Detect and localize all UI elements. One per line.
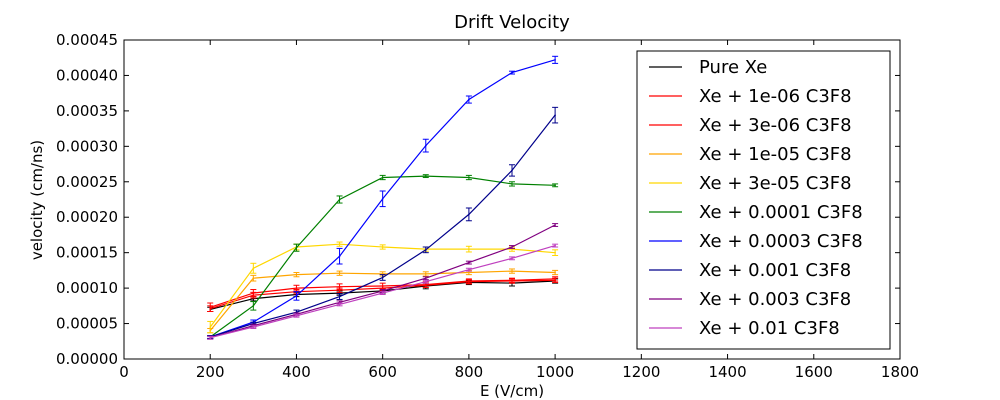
y-tick-label: 0.00035: [56, 102, 118, 120]
y-tick-label: 0.00000: [56, 350, 118, 368]
y-tick-label: 0.00025: [56, 173, 118, 191]
legend-entry: Xe + 0.003 C3F8: [699, 289, 851, 310]
data-point: [338, 303, 341, 306]
x-tick-label: 1800: [881, 363, 919, 381]
x-tick-label: 1600: [795, 363, 833, 381]
chart-title: Drift Velocity: [454, 12, 570, 33]
data-point: [209, 336, 212, 339]
data-point: [511, 257, 513, 260]
data-point: [295, 273, 298, 276]
data-point: [511, 246, 513, 248]
x-tick-label: 1200: [622, 363, 660, 381]
data-point: [554, 114, 556, 116]
data-point: [381, 197, 384, 200]
legend-entry: Xe + 1e-05 C3F8: [699, 144, 852, 165]
x-tick-label: 1400: [708, 363, 746, 381]
x-tick-label: 200: [196, 363, 225, 381]
legend: Pure Xe Xe + 1e-06 C3F8 Xe + 3e-06 C3F8 Xe …: [636, 50, 891, 350]
legend-entry: Xe + 0.01 C3F8: [699, 318, 840, 339]
y-tick-label: 0.00005: [56, 315, 118, 333]
y-axis-label: velocity (cm/ns): [28, 140, 46, 260]
data-point: [468, 268, 470, 271]
data-point: [424, 273, 427, 275]
legend-entry: Pure Xe: [699, 57, 767, 78]
data-point: [424, 144, 427, 147]
data-point: [338, 285, 341, 288]
data-point: [468, 261, 470, 264]
data-point: [381, 292, 384, 294]
data-point: [554, 271, 556, 274]
data-point: [209, 326, 212, 328]
data-point: [338, 243, 341, 245]
data-point: [338, 272, 341, 275]
data-point: [424, 277, 427, 279]
data-point: [511, 279, 513, 282]
data-point: [554, 251, 556, 254]
data-point: [338, 255, 341, 258]
data-point: [511, 169, 513, 172]
data-point: [424, 280, 427, 283]
series-3: [207, 268, 559, 334]
data-point: [295, 314, 298, 317]
legend-entry: Xe + 0.0003 C3F8: [699, 231, 863, 252]
y-tick-label: 0.00030: [56, 137, 118, 155]
series-2: [207, 276, 559, 313]
data-point: [252, 326, 255, 328]
data-point: [511, 270, 513, 272]
legend-entry: Xe + 3e-05 C3F8: [699, 173, 852, 194]
data-point: [554, 224, 556, 226]
x-tick-label: 1000: [536, 363, 574, 381]
data-point: [511, 183, 513, 185]
data-point: [554, 244, 556, 247]
data-point: [424, 283, 427, 286]
data-point: [554, 184, 556, 187]
legend-entry: Xe + 0.001 C3F8: [699, 260, 851, 281]
data-point: [468, 280, 470, 282]
x-tick-label: 400: [282, 363, 311, 381]
data-point: [468, 98, 470, 101]
data-point: [252, 305, 255, 307]
series-6: [207, 55, 559, 339]
data-point: [511, 71, 513, 74]
data-point: [252, 277, 255, 279]
data-point: [468, 271, 470, 274]
data-point: [381, 246, 384, 248]
legend-entry: Xe + 0.0001 C3F8: [699, 202, 863, 223]
data-point: [338, 295, 341, 298]
data-point: [468, 248, 470, 250]
x-tick-label: 800: [455, 363, 484, 381]
y-tick-label: 0.00040: [56, 66, 118, 84]
data-point: [424, 175, 427, 177]
x-tick-label: 0: [119, 363, 129, 381]
data-point: [424, 249, 427, 251]
data-point: [252, 267, 255, 270]
series-9: [207, 243, 559, 340]
y-tick-label: 0.00015: [56, 244, 118, 262]
x-axis-label: E (V/cm): [480, 382, 544, 400]
data-point: [295, 287, 298, 289]
plot-frame: [123, 39, 901, 360]
legend-entry: Xe + 3e-06 C3F8: [699, 115, 852, 136]
series-4: [207, 241, 559, 334]
data-point: [381, 176, 384, 179]
data-point: [295, 246, 298, 249]
data-point: [381, 276, 384, 279]
data-point: [209, 306, 212, 309]
data-point: [295, 295, 298, 297]
x-tick-label: 600: [368, 363, 397, 381]
series-layer: [207, 55, 559, 340]
data-point: [554, 59, 556, 61]
data-point: [381, 285, 384, 287]
legend-entry: Xe + 1e-06 C3F8: [699, 86, 852, 107]
y-tick-label: 0.00010: [56, 279, 118, 297]
ticks-layer: 0 200 400 600 800 1000 1200 1400 1600 1800 0.00000…: [56, 31, 919, 381]
data-point: [252, 292, 255, 294]
data-point: [554, 278, 556, 280]
data-point: [468, 176, 470, 179]
y-tick-label: 0.00045: [56, 31, 118, 49]
y-tick-label: 0.00020: [56, 208, 118, 226]
data-point: [468, 213, 470, 216]
data-point: [338, 198, 341, 201]
